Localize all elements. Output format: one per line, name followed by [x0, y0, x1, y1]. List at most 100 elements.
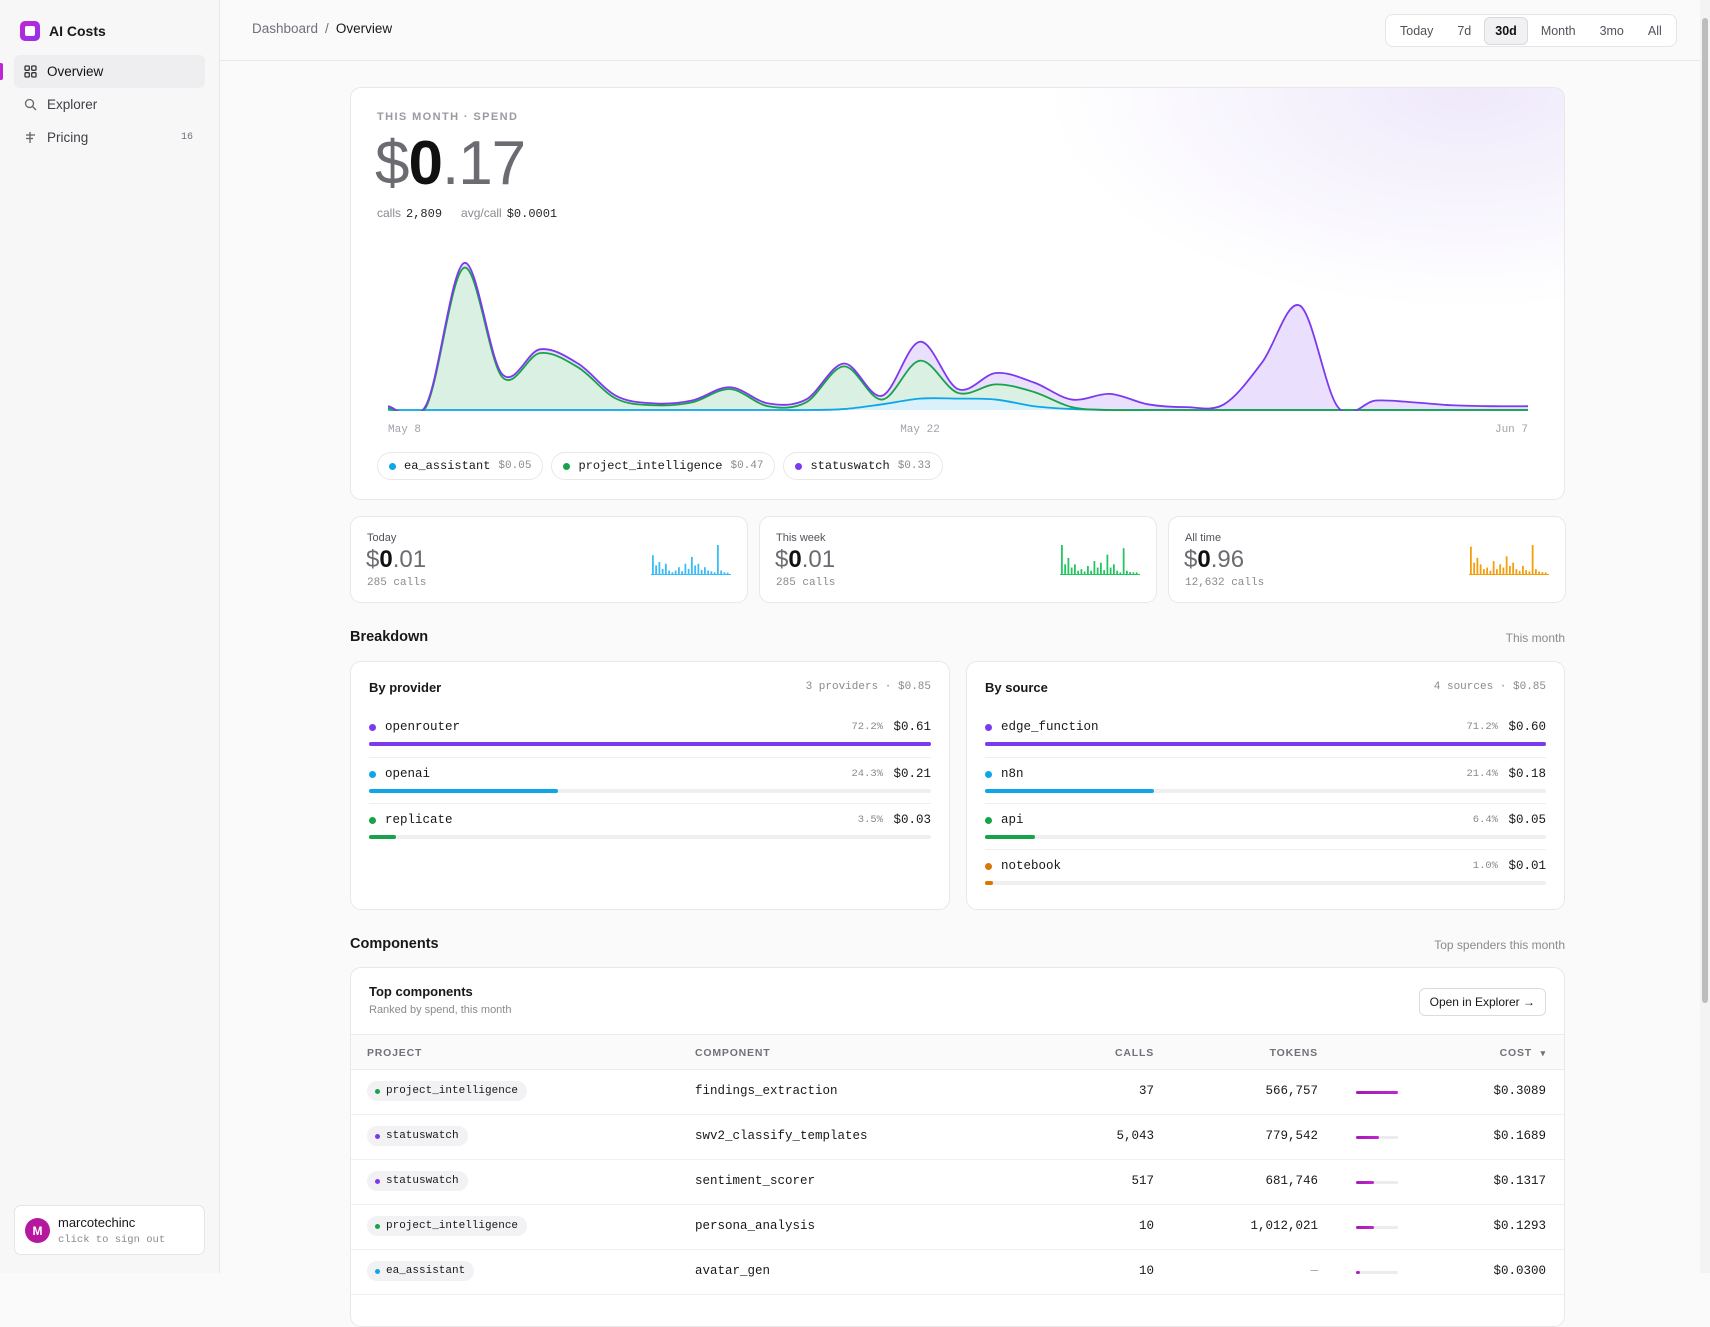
card-title: Top components — [369, 984, 473, 999]
card-subtitle: Ranked by spend, this month — [369, 1004, 512, 1016]
spark-bar — [1505, 556, 1508, 574]
item-name: notebook — [985, 859, 1061, 873]
spark-bar — [1535, 569, 1537, 574]
item-name: openrouter — [369, 720, 460, 734]
item-share: 24.3% — [851, 768, 883, 780]
spark-bar — [1502, 567, 1505, 574]
item-cost: $0.01 — [1508, 859, 1546, 873]
table-row[interactable]: project_intelligence findings_extraction 3… — [351, 1070, 1564, 1115]
avg-label: avg/call — [461, 206, 502, 220]
bar-track — [369, 789, 931, 793]
project-pill: statuswatch — [367, 1126, 468, 1146]
panel-title: By source — [985, 680, 1048, 695]
active-indicator — [0, 63, 3, 80]
nav-item[interactable]: Explorer — [14, 88, 205, 121]
legend-chip[interactable]: ea_assistant $0.05 — [377, 452, 544, 480]
breadcrumb-separator: / — [325, 21, 329, 36]
user-menu[interactable]: M marcotechinc click to sign out — [14, 1205, 205, 1255]
stat-amount: $0.01 — [366, 546, 426, 574]
item-dot — [369, 770, 376, 778]
calls: 5,043 — [1116, 1129, 1154, 1143]
section-title: Components — [350, 936, 439, 952]
legend-chip[interactable]: project_intelligence $0.47 — [551, 452, 776, 480]
item-name: api — [985, 813, 1024, 827]
spend-label: THIS MONTH · SPEND — [377, 111, 519, 123]
spark-bar — [658, 562, 661, 574]
range-button[interactable]: 3mo — [1599, 23, 1624, 38]
item-cost: $0.05 — [1508, 813, 1546, 827]
spark-bar — [1473, 562, 1476, 574]
spark-bar — [678, 567, 680, 574]
column-header[interactable]: COST — [1499, 1047, 1532, 1059]
column-header[interactable]: TOKENS — [1269, 1047, 1318, 1059]
column-header[interactable]: COMPONENT — [695, 1047, 771, 1059]
range-button[interactable]: All — [1647, 23, 1662, 38]
sparkline — [651, 545, 731, 575]
spark-bar — [704, 567, 706, 574]
table-row[interactable]: statuswatch swv2_classify_templates 5,043 7… — [351, 1115, 1564, 1160]
spark-bar — [720, 570, 723, 574]
spark-bar — [1512, 562, 1515, 574]
range-button[interactable]: Month — [1540, 23, 1576, 38]
calls-label: calls — [377, 206, 402, 220]
project-name: project_intelligence — [386, 1220, 519, 1232]
spark-bar — [671, 572, 674, 574]
spark-bar — [691, 556, 693, 574]
nav-label: Pricing — [47, 130, 89, 145]
breadcrumb: Dashboard / Overview — [252, 21, 392, 36]
table-row[interactable]: project_intelligence persona_analysis 10 1,… — [351, 1205, 1564, 1250]
tokens: 1,012,021 — [1250, 1219, 1318, 1233]
user-hint: click to sign out — [58, 1234, 166, 1246]
stat-card: This week $0.01 285 calls — [759, 516, 1157, 603]
amount-fraction: .01 — [392, 546, 427, 573]
spark-bar — [1103, 570, 1106, 574]
spark-bar — [674, 570, 677, 574]
item-name: replicate — [369, 813, 453, 827]
spark-bar — [1080, 569, 1083, 574]
spark-bar — [1515, 569, 1518, 574]
spark-bar — [707, 570, 710, 574]
component-name: swv2_classify_templates — [695, 1129, 868, 1143]
range-button[interactable]: 30d — [1484, 16, 1528, 45]
legend-name: statuswatch — [810, 459, 890, 473]
table-header: PROJECT COMPONENT CALLS TOKENS COST ▾ — [351, 1034, 1564, 1070]
spark-bar — [1109, 567, 1112, 574]
spark-bar — [1067, 557, 1070, 574]
cost: $0.1317 — [1493, 1174, 1546, 1188]
item-share: 71.2% — [1466, 721, 1498, 733]
table-row[interactable]: statuswatch sentiment_scorer 517 681,746 $0.… — [351, 1160, 1564, 1205]
amount-whole: 0 — [788, 546, 802, 573]
item-cost: $0.03 — [893, 813, 931, 827]
column-header[interactable]: PROJECT — [367, 1047, 423, 1059]
component-name: avatar_gen — [695, 1264, 771, 1278]
spark-bar — [1129, 572, 1132, 574]
legend-chip[interactable]: statuswatch $0.33 — [783, 452, 943, 480]
spark-bar — [1541, 572, 1544, 574]
range-button[interactable]: 7d — [1457, 23, 1472, 38]
range-button[interactable]: Today — [1400, 23, 1434, 38]
section-note: This month — [1505, 631, 1565, 645]
item-dot — [985, 770, 992, 778]
spark-bar — [1077, 570, 1080, 574]
bar-track — [369, 742, 931, 746]
cost: $0.0300 — [1493, 1264, 1546, 1278]
column-header[interactable]: CALLS — [1115, 1047, 1154, 1059]
spark-bar — [1113, 564, 1115, 574]
legend-dot — [389, 462, 396, 470]
bar — [985, 881, 993, 885]
open-explorer-button[interactable]: Open in Explorer → — [1418, 988, 1546, 1016]
item-label: openrouter — [385, 720, 461, 734]
nav-item[interactable]: Overview — [14, 55, 205, 88]
stat-amount: $0.01 — [775, 546, 835, 574]
scrollbar[interactable] — [1700, 0, 1710, 1273]
tokens: 681,746 — [1265, 1174, 1318, 1188]
nav-item[interactable]: Pricing 16 — [14, 121, 205, 154]
legend-name: project_intelligence — [578, 459, 723, 473]
project-dot — [375, 1088, 380, 1094]
nav-label: Explorer — [47, 97, 98, 112]
cost-bar — [1356, 1136, 1379, 1139]
breadcrumb-link[interactable]: Dashboard — [252, 21, 319, 36]
cost: $0.1689 — [1493, 1129, 1546, 1143]
scrollbar-thumb[interactable] — [1702, 18, 1708, 1003]
